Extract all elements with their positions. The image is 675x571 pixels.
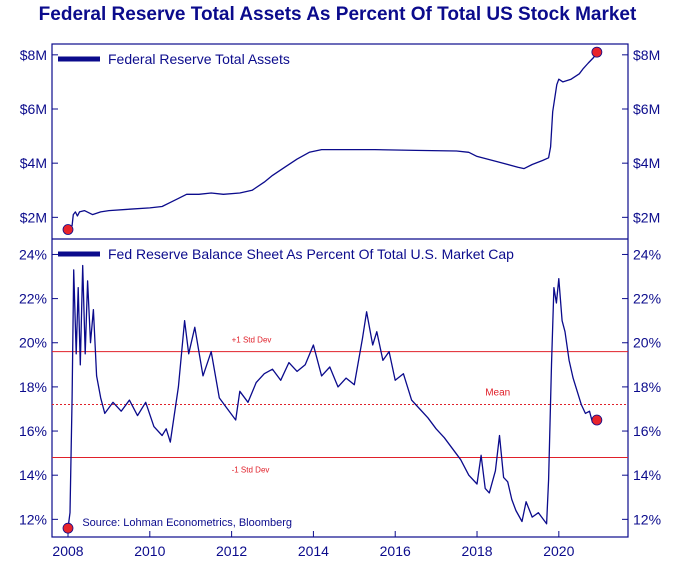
y-tick-label-right: 20%	[633, 335, 661, 351]
plot-frame	[51, 43, 629, 538]
reference-line-label: Mean	[485, 388, 510, 399]
y-tick-label-left: 14%	[19, 467, 47, 483]
y-tick-label-left: $2M	[20, 209, 47, 225]
y-tick-label-right: $6M	[633, 101, 660, 117]
chart-title: Federal Reserve Total Assets As Percent …	[38, 4, 637, 25]
y-tick-label-left: 12%	[19, 511, 47, 527]
y-tick-label-left: $4M	[20, 155, 47, 171]
endpoint-marker	[591, 414, 603, 426]
reference-line-label: -1 Std Dev	[232, 466, 270, 475]
y-tick-label-right: 16%	[633, 423, 661, 439]
y-tick-label-right: $2M	[633, 209, 660, 225]
x-tick-label: 2014	[298, 543, 329, 559]
endpoint-marker	[62, 522, 74, 534]
x-tick-label: 2008	[52, 543, 83, 559]
reference-line-label: +1 Std Dev	[232, 336, 272, 345]
y-tick-label-right: 14%	[633, 467, 661, 483]
y-tick-label-right: 24%	[633, 246, 661, 262]
y-tick-label-left: 22%	[19, 291, 47, 307]
endpoint-marker	[62, 224, 74, 235]
legend-label: Fed Reserve Balance Sheet As Percent Of …	[108, 246, 514, 262]
y-tick-label-right: 12%	[633, 511, 661, 527]
x-tick-label: 2012	[216, 543, 247, 559]
endpoint-marker	[591, 46, 603, 58]
legend-label: Federal Reserve Total Assets	[108, 51, 290, 67]
source-annotation: Source: Lohman Econometrics, Bloomberg	[82, 517, 292, 529]
y-tick-label-left: 24%	[19, 246, 47, 262]
x-tick-label: 2016	[380, 543, 411, 559]
y-tick-label-left: $8M	[20, 47, 47, 63]
x-tick-label: 2018	[461, 543, 492, 559]
series-line	[67, 51, 598, 231]
y-tick-label-right: $4M	[633, 155, 660, 171]
y-tick-label-left: 18%	[19, 379, 47, 395]
y-tick-label-right: 18%	[633, 379, 661, 395]
y-tick-label-right: 22%	[633, 291, 661, 307]
x-tick-label: 2020	[543, 543, 574, 559]
y-tick-label-right: $8M	[633, 47, 660, 63]
series-line	[67, 264, 598, 529]
y-tick-label-left: $6M	[20, 101, 47, 117]
x-tick-label: 2010	[134, 543, 165, 559]
y-tick-label-left: 20%	[19, 335, 47, 351]
y-tick-label-left: 16%	[19, 423, 47, 439]
